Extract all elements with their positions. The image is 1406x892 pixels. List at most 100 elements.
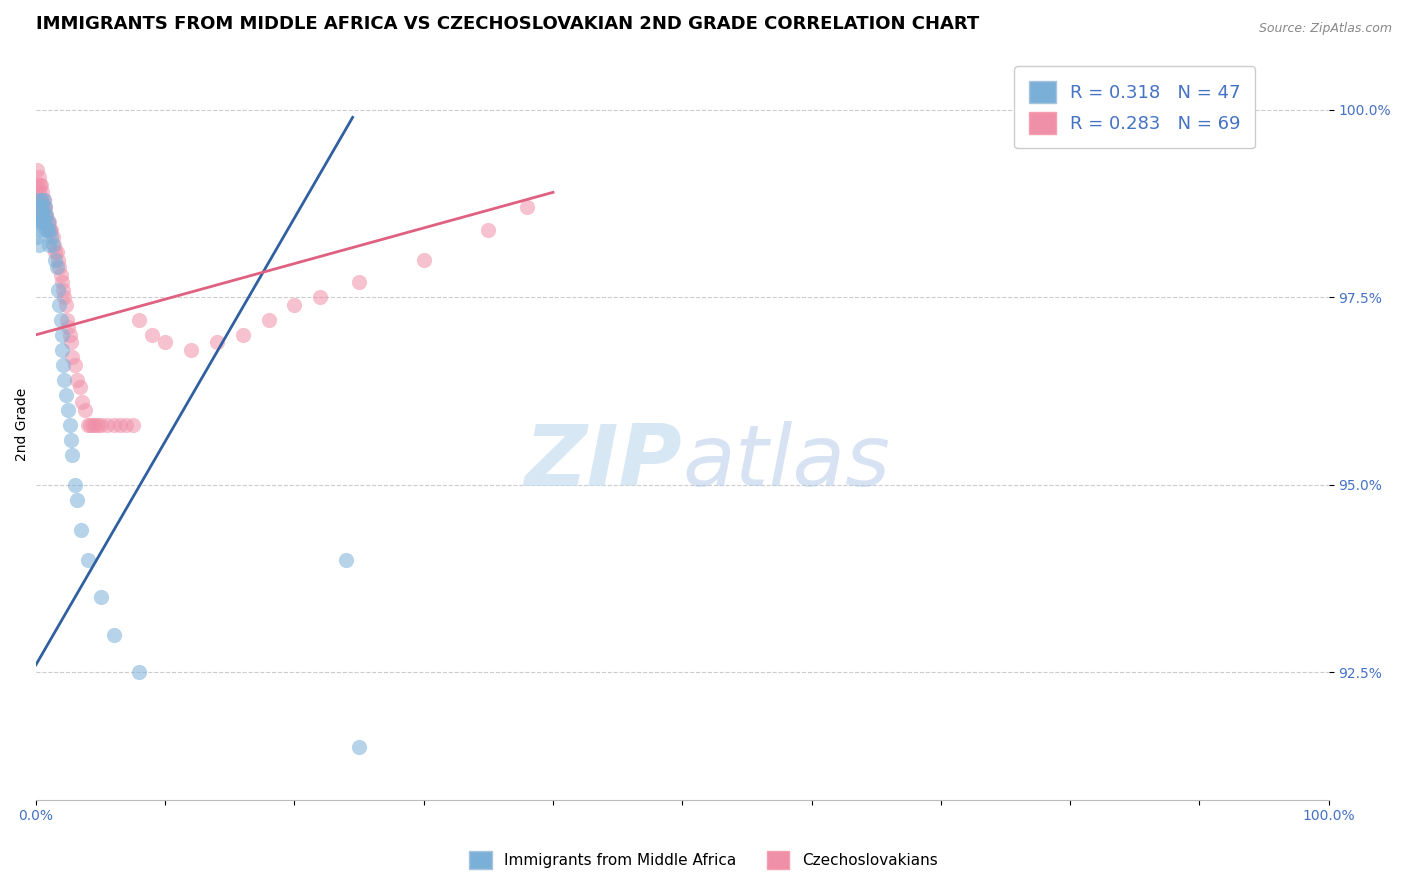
Point bbox=[32, 193, 55, 207]
Point bbox=[42, 237, 65, 252]
Point bbox=[63, 358, 86, 372]
Point bbox=[39, 223, 62, 237]
Point bbox=[96, 417, 118, 432]
Point bbox=[37, 215, 59, 229]
Point bbox=[30, 193, 52, 207]
Point bbox=[70, 523, 93, 537]
Point bbox=[34, 200, 56, 214]
Point bbox=[48, 298, 70, 312]
Point bbox=[49, 313, 72, 327]
Point bbox=[52, 358, 75, 372]
Point bbox=[25, 215, 48, 229]
Point bbox=[347, 740, 370, 755]
Point bbox=[141, 327, 163, 342]
Point bbox=[34, 200, 56, 214]
Point bbox=[27, 223, 49, 237]
Point bbox=[55, 388, 77, 402]
Point bbox=[46, 252, 69, 267]
Point bbox=[48, 260, 70, 275]
Point bbox=[34, 215, 56, 229]
Point bbox=[30, 178, 52, 192]
Point bbox=[58, 417, 80, 432]
Point bbox=[53, 373, 76, 387]
Legend: R = 0.318   N = 47, R = 0.283   N = 69: R = 0.318 N = 47, R = 0.283 N = 69 bbox=[1014, 66, 1256, 148]
Point bbox=[30, 193, 52, 207]
Point bbox=[76, 553, 98, 567]
Point bbox=[122, 417, 145, 432]
Point bbox=[309, 290, 332, 304]
Point bbox=[59, 335, 82, 350]
Point bbox=[38, 223, 60, 237]
Point bbox=[46, 283, 69, 297]
Point bbox=[90, 591, 112, 605]
Point bbox=[58, 320, 80, 334]
Point bbox=[412, 252, 434, 267]
Point bbox=[59, 433, 82, 447]
Point bbox=[44, 245, 66, 260]
Point bbox=[69, 380, 91, 394]
Text: Source: ZipAtlas.com: Source: ZipAtlas.com bbox=[1258, 22, 1392, 36]
Point bbox=[51, 327, 73, 342]
Point bbox=[115, 417, 138, 432]
Legend: Immigrants from Middle Africa, Czechoslovakians: Immigrants from Middle Africa, Czechoslo… bbox=[463, 845, 943, 875]
Point bbox=[87, 417, 110, 432]
Point bbox=[82, 417, 104, 432]
Point bbox=[30, 208, 52, 222]
Point bbox=[25, 162, 48, 177]
Point bbox=[25, 208, 48, 222]
Point bbox=[27, 200, 49, 214]
Point bbox=[28, 178, 51, 192]
Point bbox=[35, 208, 58, 222]
Point bbox=[155, 335, 177, 350]
Point bbox=[53, 290, 76, 304]
Point bbox=[25, 230, 48, 244]
Text: IMMIGRANTS FROM MIDDLE AFRICA VS CZECHOSLOVAKIAN 2ND GRADE CORRELATION CHART: IMMIGRANTS FROM MIDDLE AFRICA VS CZECHOS… bbox=[37, 15, 979, 33]
Point bbox=[51, 275, 73, 289]
Point bbox=[55, 298, 77, 312]
Point bbox=[103, 628, 125, 642]
Point bbox=[232, 327, 254, 342]
Point bbox=[31, 200, 53, 214]
Point bbox=[180, 343, 202, 357]
Point bbox=[44, 252, 66, 267]
Point bbox=[34, 208, 56, 222]
Point bbox=[52, 283, 75, 297]
Point bbox=[103, 417, 125, 432]
Point bbox=[45, 245, 67, 260]
Point bbox=[31, 200, 53, 214]
Point bbox=[257, 313, 280, 327]
Point bbox=[27, 186, 49, 200]
Point bbox=[38, 237, 60, 252]
Point bbox=[205, 335, 228, 350]
Point bbox=[66, 373, 89, 387]
Point bbox=[25, 193, 48, 207]
Point bbox=[25, 193, 48, 207]
Text: ZIP: ZIP bbox=[524, 421, 682, 504]
Point bbox=[31, 215, 53, 229]
Text: atlas: atlas bbox=[682, 421, 890, 504]
Point bbox=[72, 395, 94, 409]
Point bbox=[41, 223, 63, 237]
Point bbox=[27, 237, 49, 252]
Point bbox=[28, 208, 51, 222]
Point bbox=[42, 230, 65, 244]
Point bbox=[27, 208, 49, 222]
Point bbox=[49, 268, 72, 282]
Point bbox=[35, 208, 58, 222]
Point bbox=[60, 351, 83, 365]
Point bbox=[31, 186, 53, 200]
Point bbox=[283, 298, 305, 312]
Point bbox=[76, 417, 98, 432]
Point bbox=[37, 215, 59, 229]
Point bbox=[41, 230, 63, 244]
Point bbox=[27, 170, 49, 185]
Point bbox=[56, 313, 79, 327]
Point bbox=[28, 193, 51, 207]
Point bbox=[42, 237, 65, 252]
Point bbox=[25, 178, 48, 192]
Point bbox=[30, 208, 52, 222]
Point bbox=[51, 343, 73, 357]
Point bbox=[58, 327, 80, 342]
Point bbox=[335, 553, 357, 567]
Point bbox=[58, 402, 80, 417]
